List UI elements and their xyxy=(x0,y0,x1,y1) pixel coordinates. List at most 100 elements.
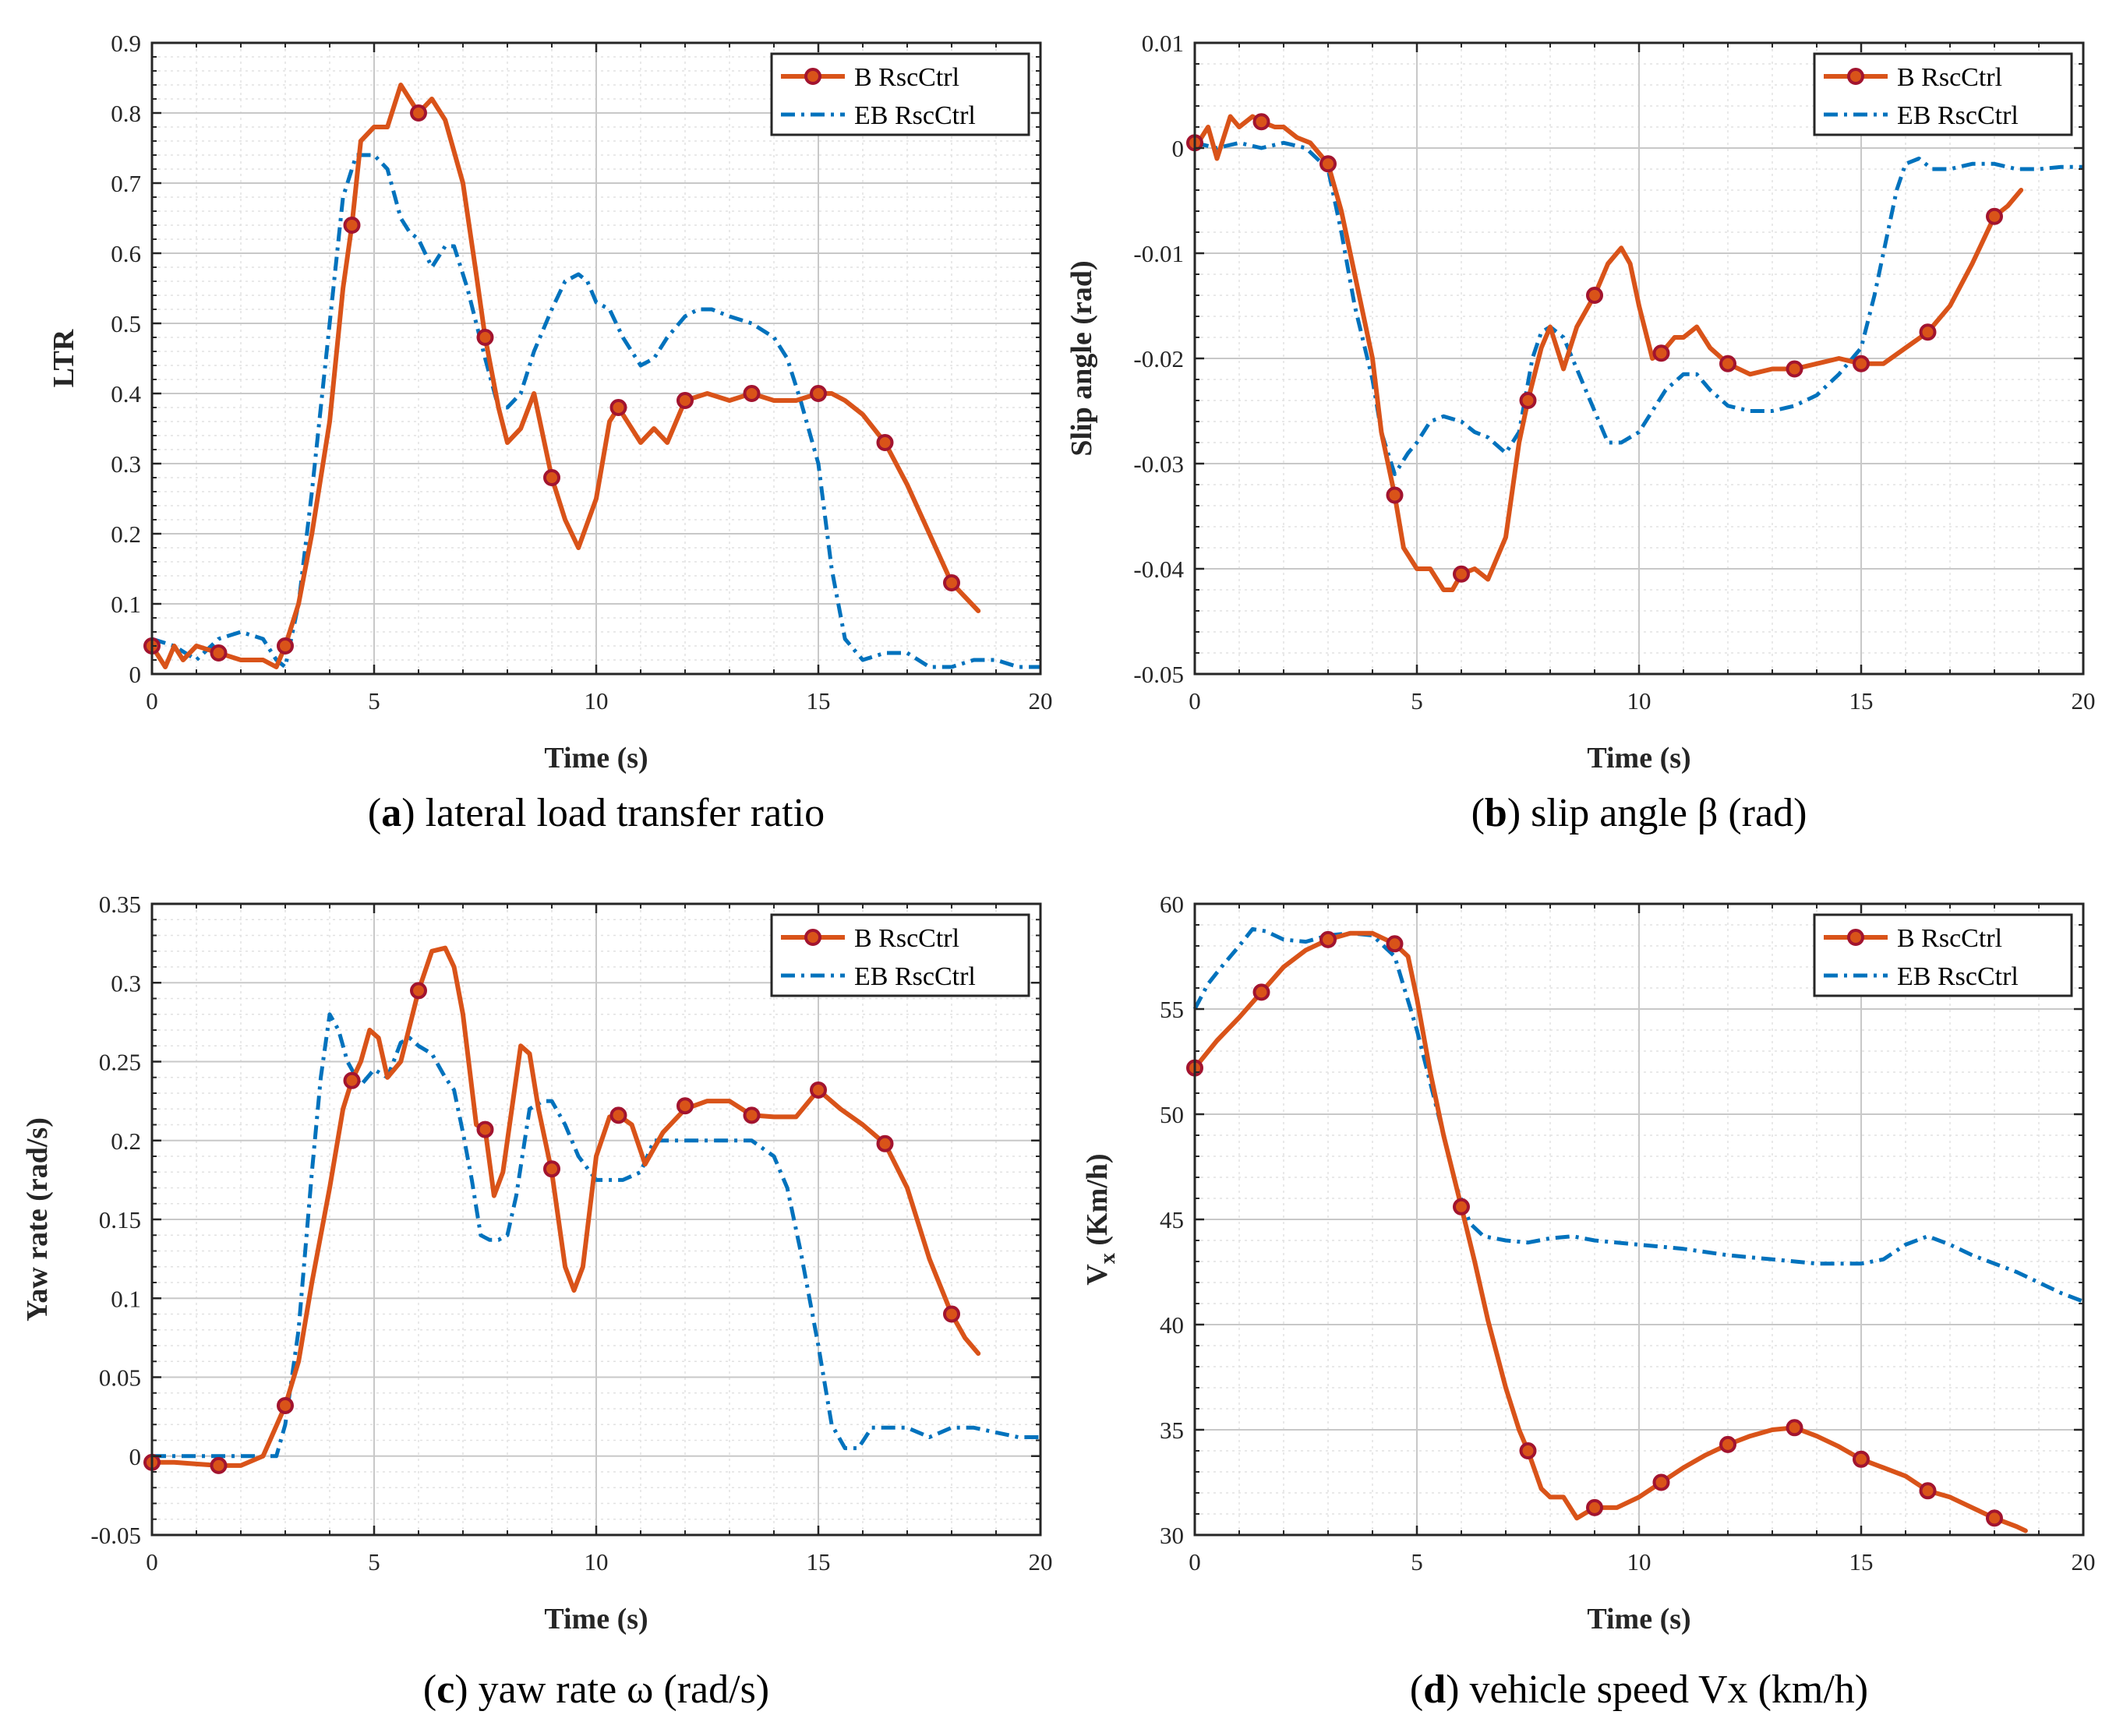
panel-a-legend-b-label: B RscCtrl xyxy=(854,63,959,92)
panel-a-legend-box xyxy=(770,52,1030,136)
panel-a-series-b-marker xyxy=(609,399,627,416)
panel-a-x-tick-label: 15 xyxy=(807,687,831,715)
panel-d-y-axis-label-main: V xyxy=(1081,1264,1114,1286)
panel-a-y-tick-label: 0 xyxy=(129,661,142,688)
panel-d-legend-eb-label: EB RscCtrl xyxy=(1897,962,2019,991)
panel-a-y-tick-labels: 0 0.1 0.2 0.3 0.4 0.5 0.6 0.7 0.8 0.9 xyxy=(111,30,141,688)
panel-c-legend: B RscCtrl EB RscCtrl xyxy=(770,913,1030,997)
panel-d-y-tick-label: 35 xyxy=(1160,1417,1184,1444)
panel-c-legend-b-label: B RscCtrl xyxy=(854,924,959,953)
panel-b-legend-b-marker xyxy=(1847,68,1864,85)
panel-b-series-eb-line xyxy=(1194,140,2083,476)
panel-d-series-eb-line xyxy=(1192,926,2084,1304)
panel-a-series-b-marker xyxy=(343,217,361,234)
panel-b-x-tick-labels: 0 5 10 15 20 xyxy=(1189,687,2095,715)
panel-b-x-tick-label: 15 xyxy=(1849,687,1874,715)
panel-a-legend-eb-label: EB RscCtrl xyxy=(854,101,976,130)
panel-c: 0 5 10 15 20 -0.0500.050.10.150.20.250.30.35… xyxy=(21,891,1053,1712)
panel-a-x-tick-labels: 0 5 10 15 20 xyxy=(146,687,1052,715)
panel-c-legend-eb-label: EB RscCtrl xyxy=(854,962,976,991)
panel-c-x-tick-label: 15 xyxy=(807,1548,831,1575)
panel-a-y-tick-label: 0.2 xyxy=(111,520,141,548)
panel-c-series-b-marker xyxy=(943,1305,960,1323)
panel-d-series-b-marker xyxy=(1519,1442,1537,1459)
panel-d-series-b-marker xyxy=(1319,930,1337,948)
panel-c-y-tick-labels: -0.05 0 0.05 0.1 0.15 0.2 0.25 0.3 0.35 xyxy=(90,891,141,1549)
panel-d-y-tick-label: 50 xyxy=(1160,1101,1184,1128)
panel-c-x-tick-label: 0 xyxy=(146,1548,158,1575)
panel-d-series-b-marker xyxy=(1252,983,1270,1001)
panel-c-series-b-marker xyxy=(876,1134,894,1152)
panel-d-x-tick-label: 5 xyxy=(1411,1548,1423,1575)
panel-d-series xyxy=(1186,926,2084,1533)
panel-b-x-tick-label: 10 xyxy=(1627,687,1651,715)
panel-c-y-tick-label: 0.15 xyxy=(99,1206,141,1233)
panel-d-series-b-marker xyxy=(1853,1450,1870,1468)
panel-c-y-tick-label: 0.25 xyxy=(99,1049,141,1076)
panel-c-series-b-marker xyxy=(543,1160,560,1178)
panel-d-caption: (d) vehicle speed Vx (km/h) xyxy=(1410,1667,1868,1712)
panel-c-series-b-marker xyxy=(410,982,427,1000)
panel-d-y-tick-label: 30 xyxy=(1160,1522,1184,1549)
panel-a-series xyxy=(143,83,1040,669)
panel-d-tick-marks xyxy=(1193,902,2085,1537)
panel-b-y-axis-label: Slip angle (rad) xyxy=(1065,260,1098,456)
panel-b-y-tick-labels: -0.05 -0.04 -0.03 -0.02 -0.01 0 0.01 xyxy=(1133,30,1184,688)
panel-d-legend-b-label: B RscCtrl xyxy=(1897,924,2002,953)
panel-c-x-tick-label: 10 xyxy=(585,1548,609,1575)
panel-a-series-b-marker xyxy=(810,385,827,402)
panel-b-series-b-marker xyxy=(1319,155,1337,173)
panel-b-series-b-marker xyxy=(1252,113,1270,131)
panel-a-series-b-marker xyxy=(543,469,560,486)
panel-b-caption-letter: b xyxy=(1485,791,1507,835)
panel-c-series-b-marker xyxy=(676,1097,694,1115)
panel-b: 0 5 10 15 20 -0.05-0.04-0.03-0.02-0.0100.01 … xyxy=(1065,30,2096,835)
panel-d-y-tick-labels: 30 35 40 45 50 55 60 xyxy=(1160,891,1184,1549)
panel-b-legend: B RscCtrl EB RscCtrl xyxy=(1813,52,2073,136)
panel-b-y-tick-label: -0.03 xyxy=(1133,450,1184,478)
panel-b-x-tick-label: 5 xyxy=(1411,687,1423,715)
panel-b-series-b-marker xyxy=(1453,565,1470,583)
panel-a-y-tick-label: 0.5 xyxy=(111,310,141,337)
panel-b-series-b-marker xyxy=(1586,287,1603,304)
panel-d-y-tick-label: 55 xyxy=(1160,996,1184,1023)
panel-b-series-b-marker xyxy=(1386,486,1404,504)
panel-c-series-b-marker xyxy=(476,1120,494,1138)
panel-d-caption-text: vehicle speed Vx (km/h) xyxy=(1459,1667,1868,1712)
panel-c-y-axis-label: Yaw rate (rad/s) xyxy=(21,1117,54,1321)
panel-c-x-tick-label: 5 xyxy=(368,1548,380,1575)
panel-a-legend: B RscCtrl EB RscCtrl xyxy=(770,52,1030,136)
panel-c-y-tick-label: 0 xyxy=(129,1443,142,1470)
panel-b-series-b-marker xyxy=(1786,360,1803,378)
panel-b-series-b-line xyxy=(1192,114,2024,592)
panel-b-y-tick-label: 0.01 xyxy=(1142,30,1184,57)
panel-a-series-b-marker xyxy=(210,644,228,662)
panel-d-x-tick-label: 0 xyxy=(1189,1548,1201,1575)
panel-d-series-b-marker xyxy=(1986,1509,2003,1527)
panel-a-x-tick-label: 10 xyxy=(585,687,609,715)
panel-a-y-tick-label: 0.6 xyxy=(111,240,141,267)
panel-d: 0 5 10 15 20 30 35 40 45 50 55 60 Time (s) Vx (Km/… xyxy=(1081,891,2096,1712)
panel-b-y-tick-label: 0 xyxy=(1172,135,1185,162)
panel-c-series xyxy=(143,945,1040,1474)
panel-a-series-b-marker xyxy=(476,329,494,346)
panel-d-y-axis-label: Vx (Km/h) xyxy=(1081,1153,1120,1285)
panel-d-legend-b-marker xyxy=(1847,929,1864,946)
panel-c-y-tick-label: 0.3 xyxy=(111,969,141,997)
panel-d-x-tick-labels: 0 5 10 15 20 xyxy=(1189,1548,2095,1575)
panel-d-legend: B RscCtrl EB RscCtrl xyxy=(1813,913,2073,997)
panel-a-series-b-marker xyxy=(876,434,894,451)
panel-d-y-tick-label: 60 xyxy=(1160,891,1184,918)
panel-a-y-tick-label: 0.9 xyxy=(111,30,141,57)
panel-c-series-b-marker xyxy=(810,1081,827,1099)
panel-d-series-b-marker xyxy=(1386,935,1404,953)
panel-b-x-axis-label: Time (s) xyxy=(1587,742,1690,774)
panel-c-y-tick-label: 0.05 xyxy=(99,1364,141,1392)
panel-b-caption: (b) slip angle β (rad) xyxy=(1471,791,1807,835)
panel-d-caption-letter: d xyxy=(1423,1667,1446,1712)
panel-a-series-b-marker xyxy=(943,574,960,591)
panel-a-caption-text: lateral load transfer ratio xyxy=(415,791,825,835)
panel-b-legend-b-label: B RscCtrl xyxy=(1897,63,2002,92)
panel-c-caption-text: yaw rate ω (rad/s) xyxy=(468,1667,770,1712)
